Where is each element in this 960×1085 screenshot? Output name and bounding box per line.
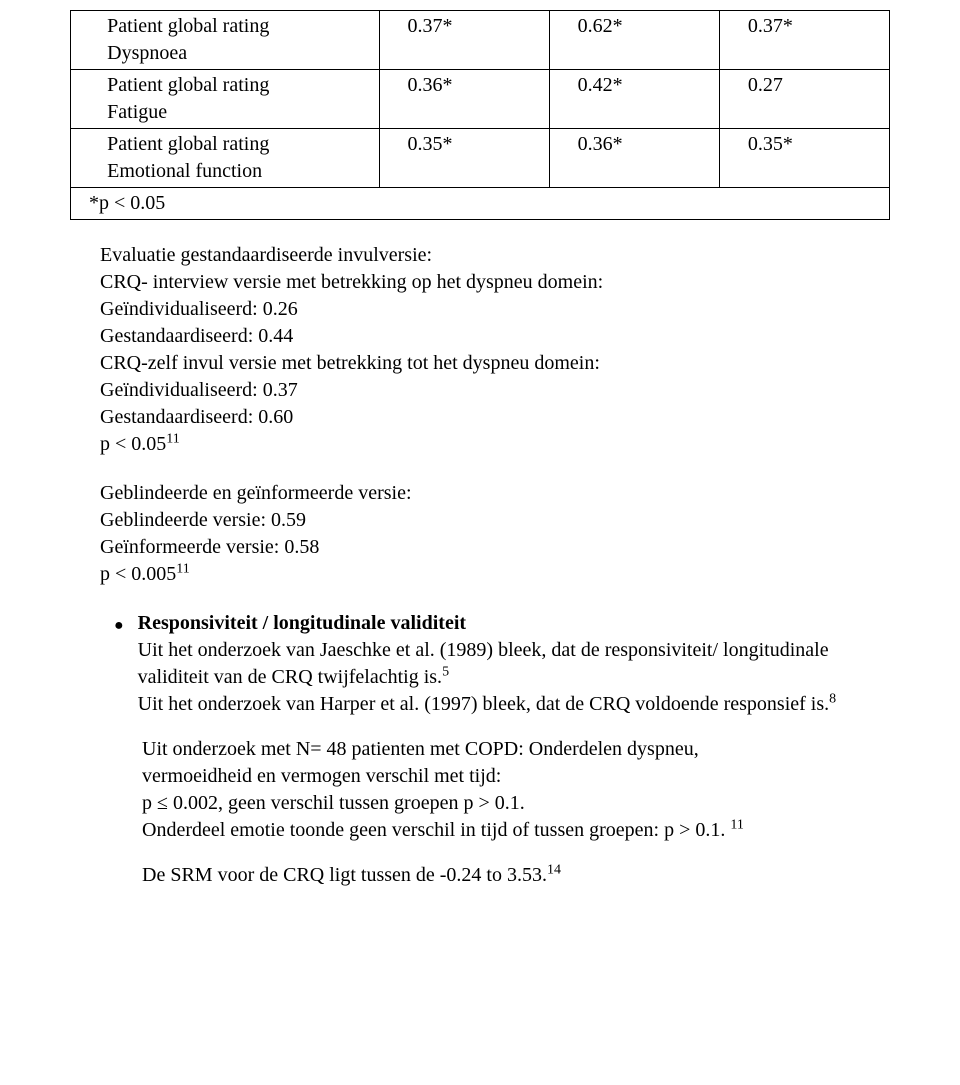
table-value-cell: 0.36* xyxy=(549,129,719,188)
responsivity-bullet: ● Responsiviteit / longitudinale validit… xyxy=(114,610,890,718)
table-label-cell: Patient global ratingFatigue xyxy=(99,70,379,129)
blind-p: p < 0.00511 xyxy=(100,561,890,588)
resp-heading: Responsiviteit / longitudinale validitei… xyxy=(138,610,890,637)
table-value-cell: 0.36* xyxy=(379,70,549,129)
table-value-cell: 0.27 xyxy=(719,70,889,129)
table-empty-cell xyxy=(71,70,100,129)
bullet-icon: ● xyxy=(114,614,124,718)
copd-l3: p ≤ 0.002, geen verschil tussen groepen … xyxy=(142,790,890,817)
eval-gest1: Gestandaardiseerd: 0.44 xyxy=(100,323,890,350)
eval-intro: Evaluatie gestandaardiseerde invulversie… xyxy=(100,242,890,269)
resp-line1: Uit het onderzoek van Jaeschke et al. (1… xyxy=(138,637,890,691)
srm-block: De SRM voor de CRQ ligt tussen de -0.24 … xyxy=(142,862,890,889)
blind-p-text: p < 0.005 xyxy=(100,563,176,585)
table-row: Patient global ratingFatigue0.36*0.42*0.… xyxy=(71,70,890,129)
eval-crq-interview: CRQ- interview versie met betrekking op … xyxy=(100,269,890,296)
resp-line1-text: Uit het onderzoek van Jaeschke et al. (1… xyxy=(138,639,829,688)
table-row: Patient global ratingEmotional function0… xyxy=(71,129,890,188)
srm-text: De SRM voor de CRQ ligt tussen de -0.24 … xyxy=(142,864,547,886)
srm-line: De SRM voor de CRQ ligt tussen de -0.24 … xyxy=(142,862,890,889)
copd-l4: Onderdeel emotie toonde geen verschil in… xyxy=(142,817,890,844)
evaluation-block: Evaluatie gestandaardiseerde invulversie… xyxy=(100,242,890,458)
table-row: *p < 0.05 xyxy=(71,188,890,220)
eval-p1-sup: 11 xyxy=(166,431,179,446)
table-label-cell: Patient global ratingEmotional function xyxy=(99,129,379,188)
table-value-cell: 0.35* xyxy=(379,129,549,188)
table-value-cell: 0.35* xyxy=(719,129,889,188)
resp-line2-sup: 8 xyxy=(829,691,836,706)
copd-block: Uit onderzoek met N= 48 patienten met CO… xyxy=(142,736,890,844)
blinded-block: Geblindeerde en geïnformeerde versie: Ge… xyxy=(100,480,890,588)
blind-title: Geblindeerde en geïnformeerde versie: xyxy=(100,480,890,507)
eval-p1: p < 0.0511 xyxy=(100,431,890,458)
table-value-cell: 0.62* xyxy=(549,11,719,70)
resp-line2: Uit het onderzoek van Harper et al. (199… xyxy=(138,691,890,718)
table-footnote-cell: *p < 0.05 xyxy=(71,188,890,220)
table-row: Patient global ratingDyspnoea0.37*0.62*0… xyxy=(71,11,890,70)
ratings-table: Patient global ratingDyspnoea0.37*0.62*0… xyxy=(70,10,890,220)
eval-crq-zelf: CRQ-zelf invul versie met betrekking tot… xyxy=(100,350,890,377)
blind-geblind: Geblindeerde versie: 0.59 xyxy=(100,507,890,534)
copd-l1: Uit onderzoek met N= 48 patienten met CO… xyxy=(142,736,890,763)
blind-geinform: Geïnformeerde versie: 0.58 xyxy=(100,534,890,561)
table-label-cell: Patient global ratingDyspnoea xyxy=(99,11,379,70)
table-value-cell: 0.37* xyxy=(719,11,889,70)
srm-sup: 14 xyxy=(547,862,561,877)
resp-line1-sup: 5 xyxy=(442,664,449,679)
table-value-cell: 0.37* xyxy=(379,11,549,70)
table-empty-cell xyxy=(71,129,100,188)
table-empty-cell xyxy=(71,11,100,70)
table-value-cell: 0.42* xyxy=(549,70,719,129)
eval-geind2: Geïndividualiseerd: 0.37 xyxy=(100,377,890,404)
eval-gest2: Gestandaardiseerd: 0.60 xyxy=(100,404,890,431)
copd-l4-text: Onderdeel emotie toonde geen verschil in… xyxy=(142,819,725,841)
blind-p-sup: 11 xyxy=(176,561,189,576)
copd-l4-sup: 11 xyxy=(730,817,743,832)
resp-line2-text: Uit het onderzoek van Harper et al. (199… xyxy=(138,693,829,715)
eval-p1-text: p < 0.05 xyxy=(100,433,166,455)
eval-geind1: Geïndividualiseerd: 0.26 xyxy=(100,296,890,323)
copd-l2: vermoeidheid en vermogen verschil met ti… xyxy=(142,763,890,790)
